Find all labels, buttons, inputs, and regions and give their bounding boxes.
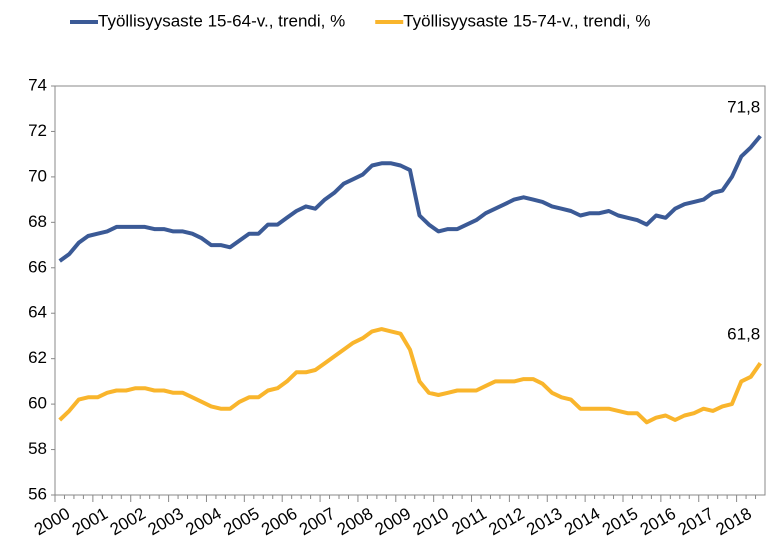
y-tick-label: 66: [28, 257, 47, 276]
x-tick-label: 2007: [296, 504, 338, 539]
end-label: 61,8: [727, 325, 760, 344]
y-tick-label: 58: [28, 439, 47, 458]
x-tick-label: 2001: [69, 504, 111, 539]
y-tick-label: 60: [28, 394, 47, 413]
y-tick-label: 74: [28, 75, 47, 94]
y-tick-label: 64: [28, 303, 47, 322]
x-tick-label: 2014: [561, 504, 603, 539]
x-tick-label: 2011: [449, 504, 490, 539]
x-tick-label: 2003: [145, 504, 187, 539]
x-tick-label: 2012: [485, 504, 527, 539]
x-tick-label: 2016: [637, 504, 679, 539]
y-tick-label: 56: [28, 484, 47, 503]
x-tick-label: 2017: [675, 504, 717, 539]
legend-label: Työllisyysaste 15-74-v., trendi, %: [403, 11, 650, 30]
x-tick-label: 2008: [334, 504, 376, 539]
x-tick-label: 2005: [220, 504, 262, 539]
legend-label: Työllisyysaste 15-64-v., trendi, %: [98, 11, 345, 30]
y-tick-label: 68: [28, 212, 47, 231]
plot-frame: [54, 85, 766, 496]
x-tick-label: 2002: [107, 504, 149, 539]
end-label: 71,8: [727, 97, 760, 116]
x-tick-label: 2000: [31, 504, 73, 539]
x-tick-label: 2013: [523, 504, 565, 539]
x-tick-label: 2009: [372, 504, 414, 539]
y-tick-label: 72: [28, 121, 47, 140]
x-tick-label: 2004: [182, 504, 224, 539]
x-tick-label: 2015: [599, 504, 641, 539]
y-tick-label: 70: [28, 166, 47, 185]
series-line: [58, 134, 762, 263]
x-tick-label: 2010: [410, 504, 452, 539]
y-tick-label: 62: [28, 348, 47, 367]
x-tick-label: 2006: [258, 504, 300, 539]
x-tick-label: 2018: [713, 504, 755, 539]
series-line: [58, 327, 762, 425]
